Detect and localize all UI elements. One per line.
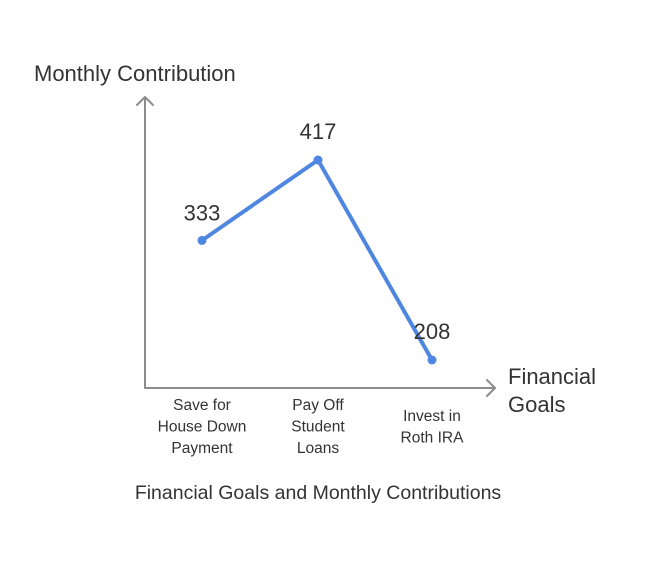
x-tick-label: Pay Off Student Loans [291,397,345,457]
x-tick-labels: Save for House Down Payment Pay Off Student L… [158,397,464,457]
data-point [313,155,323,165]
x-tick-label-line: House Down [158,419,247,436]
x-axis [144,379,496,397]
x-tick-label-line: Loans [297,440,339,457]
x-tick-label: Save for House Down Payment [158,397,247,457]
x-tick-label-line: Save for [173,397,231,414]
data-labels: 333 417 208 [184,119,451,344]
data-point [197,235,207,245]
data-label: 417 [300,119,337,144]
x-tick-label-line: Invest in [403,408,461,425]
data-label: 208 [414,319,451,344]
y-axis-arrow-icon [136,96,154,106]
chart-title: Financial Goals and Monthly Contribution… [135,482,502,504]
x-tick-label-line: Student [291,419,345,436]
x-axis-title: Financial Goals [508,364,596,417]
y-axis-title: Monthly Contribution [34,61,236,86]
y-axis [136,96,154,389]
data-point [427,355,437,365]
x-axis-title-line: Financial [508,364,596,389]
data-label: 333 [184,200,221,225]
x-tick-label: Invest in Roth IRA [401,408,465,447]
x-tick-label-line: Roth IRA [401,430,465,447]
x-tick-label-line: Payment [171,440,233,457]
x-tick-label-line: Pay Off [292,397,344,414]
series-layer [197,155,437,365]
x-axis-arrow-icon [486,379,496,397]
series-line [200,158,434,362]
x-axis-title-line: Goals [508,392,565,417]
